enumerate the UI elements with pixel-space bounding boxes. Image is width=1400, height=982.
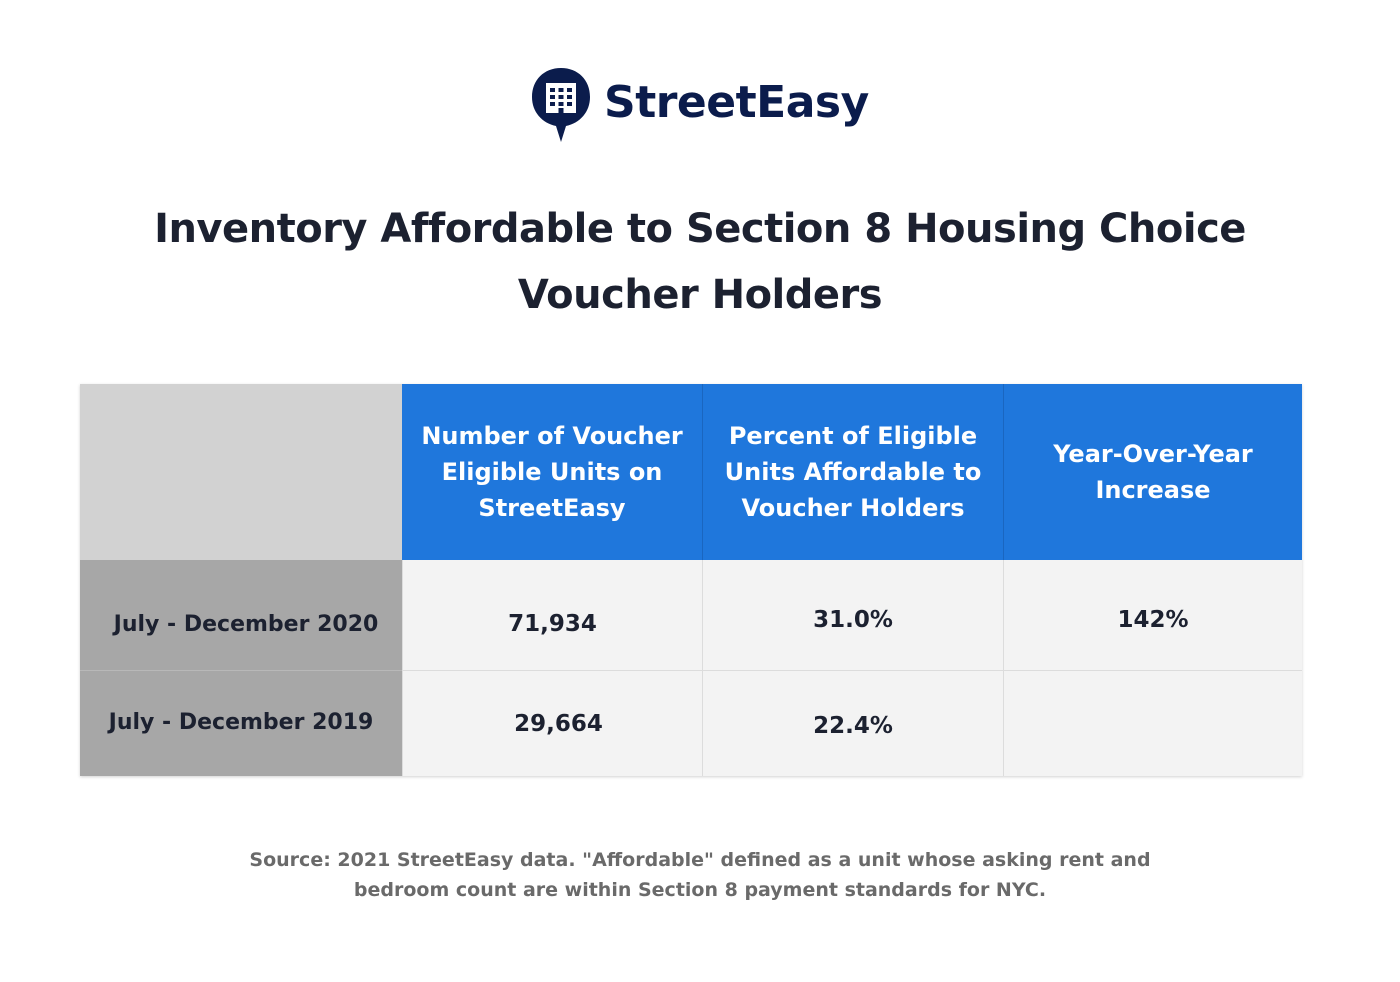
cell-units-2020: 71,934 (402, 560, 702, 671)
building-speech-bubble-icon (532, 68, 590, 142)
table-corner-cell (80, 384, 402, 560)
streeteasy-logo: StreetEasy (530, 66, 869, 146)
brand-name: StreetEasy (604, 77, 869, 128)
row-label-2020: July - December 2020 (80, 560, 402, 671)
data-table: Number of Voucher Eligible Units on Stre… (80, 384, 1302, 776)
column-header-units: Number of Voucher Eligible Units on Stre… (402, 384, 702, 560)
row-label-2019: July - December 2019 (80, 671, 402, 776)
column-header-yoy: Year-Over-Year Increase (1003, 384, 1302, 560)
cell-percent-2020: 31.0% (702, 560, 1003, 671)
cell-yoy-2019 (1003, 671, 1302, 776)
column-header-percent: Percent of Eligible Units Affordable to … (702, 384, 1003, 560)
cell-units-2019: 29,664 (402, 671, 702, 776)
page-title: Inventory Affordable to Section 8 Housin… (154, 206, 1246, 318)
cell-percent-2019: 22.4% (702, 671, 1003, 776)
cell-yoy-2020: 142% (1003, 560, 1302, 671)
source-footnote: Source: 2021 StreetEasy data. "Affordabl… (249, 849, 1151, 901)
